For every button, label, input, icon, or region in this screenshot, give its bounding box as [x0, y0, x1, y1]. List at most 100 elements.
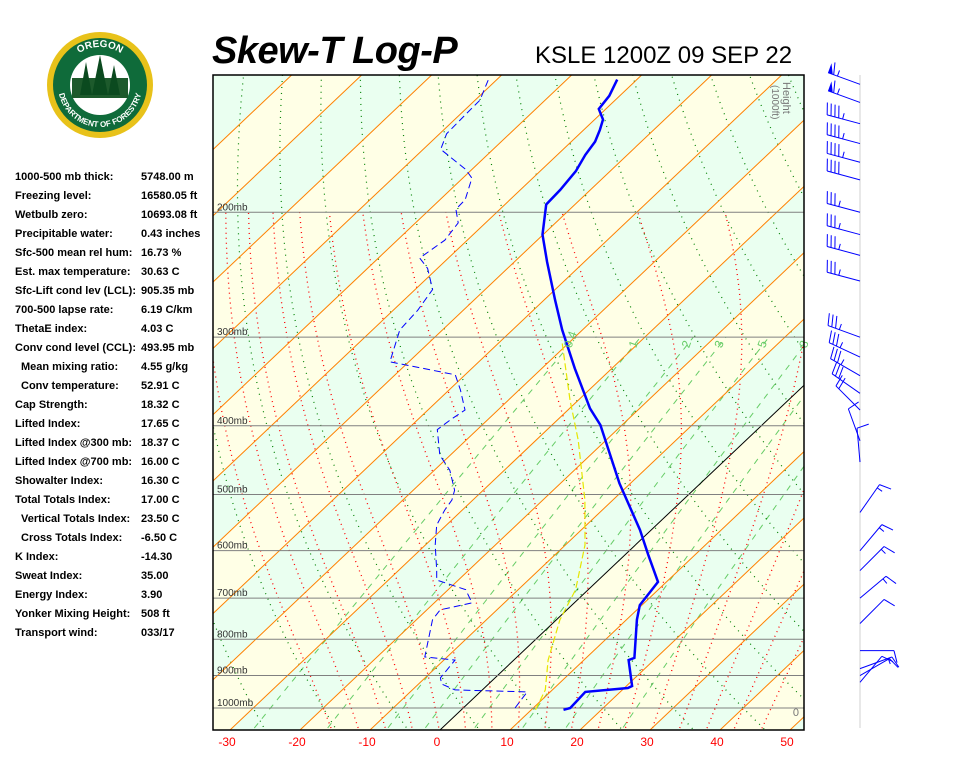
stat-row: Sfc-Lift cond lev (LCL): 905.35 mb: [15, 282, 200, 301]
wind-barb-tick: [883, 599, 895, 607]
wind-barb: [826, 141, 861, 163]
wind-barb-tick: [827, 313, 830, 326]
wind-barb-staff: [859, 546, 885, 571]
isotherm: [213, 75, 643, 482]
x-tick-label: -20: [288, 735, 306, 749]
isotherm: [213, 75, 713, 548]
wetbulb-line: [534, 340, 586, 711]
stat-value: -6.50 C: [141, 532, 178, 544]
stat-label: Lifted Index:: [15, 418, 81, 430]
x-tick-label: 0: [434, 735, 441, 749]
wind-barb-tick: [891, 656, 900, 668]
svg-text:OREGON: OREGON: [75, 39, 125, 56]
stat-row: Energy Index: 3.90: [15, 586, 200, 605]
plot-area: [213, 55, 960, 737]
stat-label: Lifted Index @300 mb:: [15, 437, 133, 449]
pressure-label: 300mb: [217, 327, 248, 338]
wind-barb-tick: [835, 333, 840, 347]
stat-label: Wetbulb zero:: [15, 209, 88, 221]
wind-barb: [830, 346, 861, 377]
wind-barb-half: [842, 132, 845, 140]
wind-barb-tick: [833, 80, 836, 93]
height-axis-title: Height: [780, 82, 792, 114]
dry-adiabat: [895, 55, 960, 737]
wind-barb-staff: [827, 271, 861, 282]
stat-row: Vertical Totals Index: 23.50 C: [15, 510, 200, 529]
stat-row: Sfc-500 mean rel hum: 16.73 %: [15, 244, 200, 263]
height-tick-label: 5: [793, 0, 799, 3]
moist-adiabat: [561, 212, 632, 730]
plot-frame: [212, 74, 805, 731]
isotherm: [299, 252, 804, 730]
wind-barb: [827, 313, 861, 338]
wind-barb-half: [882, 578, 888, 584]
wind-barb-staff: [831, 373, 861, 394]
wind-barb: [859, 599, 895, 624]
wind-barb: [835, 375, 861, 411]
wind-barb-tick: [848, 401, 859, 410]
wind-barb: [826, 122, 861, 145]
stat-row: Showalter Index: 16.30 C: [15, 472, 200, 491]
height-tick-label: 0: [793, 707, 799, 719]
stat-label: ThetaE index:: [15, 323, 88, 335]
moist-adiabat: [299, 212, 440, 730]
mixing-ratio-label: 2: [679, 338, 695, 349]
wind-barb-tick: [838, 366, 844, 379]
wind-barb: [859, 658, 899, 676]
stat-label: Total Totals Index:: [15, 494, 111, 506]
stat-label: Est. max temperature:: [15, 266, 131, 278]
height-tick-label: 35: [787, 0, 799, 3]
height-tick-label: 45: [787, 0, 799, 3]
pressure-label: 1000mb: [217, 698, 254, 709]
stat-value: 6.19 C/km: [141, 304, 193, 316]
wind-barb-staff: [827, 325, 861, 338]
moist-adiabat: [445, 212, 552, 730]
stat-row: Cross Totals Index: -6.50 C: [15, 529, 200, 548]
temperature-line: [541, 79, 660, 712]
wind-barb-tick: [835, 375, 843, 387]
x-tick-label: -30: [218, 735, 236, 749]
stat-label: Vertical Totals Index:: [21, 513, 131, 525]
stat-label: Cap Strength:: [15, 399, 88, 411]
moist-adiabat: [498, 212, 589, 730]
wind-barb-half: [839, 342, 844, 348]
wind-barb-staff: [827, 203, 861, 213]
wind-barb-half: [838, 269, 841, 276]
stat-value: 17.65 C: [141, 418, 180, 430]
isotherm: [649, 583, 804, 730]
stat-value: 35.00: [141, 570, 169, 582]
wind-barb-staff: [830, 358, 861, 377]
moist-adiabat: [651, 212, 743, 730]
stat-row: 1000-500 mb thick: 5748.00 m: [15, 168, 200, 187]
wind-barb-staff: [847, 408, 861, 441]
stat-label: Lifted Index @700 mb:: [15, 456, 133, 468]
stat-row: Mean mixing ratio: 4.55 g/kg: [15, 358, 200, 377]
stat-label: Yonker Mixing Height:: [15, 608, 131, 620]
wind-barb-half: [876, 487, 883, 492]
wind-barb-tick: [834, 364, 841, 377]
moist-adiabat: [272, 212, 414, 730]
wind-barb-half: [838, 200, 841, 207]
pressure-label: 700mb: [217, 588, 248, 599]
stat-row: Precipitable water: 0.43 inches: [15, 225, 200, 244]
stat-row: Transport wind: 033/17: [15, 624, 200, 643]
wind-barb: [859, 655, 894, 683]
stat-label: K Index:: [15, 551, 59, 563]
pressure-label: 800mb: [217, 629, 248, 640]
wind-barb: [827, 62, 861, 85]
wind-barb: [826, 234, 861, 256]
x-tick-label: 20: [570, 735, 584, 749]
height-tick-label: 20: [787, 0, 799, 3]
stat-value: 16.30 C: [141, 475, 180, 487]
wind-barb-staff: [859, 484, 880, 513]
stat-value: 18.37 C: [141, 437, 180, 449]
stat-label: Sfc-Lift cond lev (LCL):: [15, 285, 136, 297]
stat-row: K Index: -14.30: [15, 548, 200, 567]
wind-barb-tick: [881, 524, 894, 531]
stat-value: 52.91 C: [141, 380, 180, 392]
stat-label: Showalter Index:: [15, 475, 104, 487]
stat-row: Cap Strength: 18.32 C: [15, 396, 200, 415]
wind-barb: [827, 80, 861, 103]
mixing-ratio-label: 0.4: [561, 329, 580, 350]
